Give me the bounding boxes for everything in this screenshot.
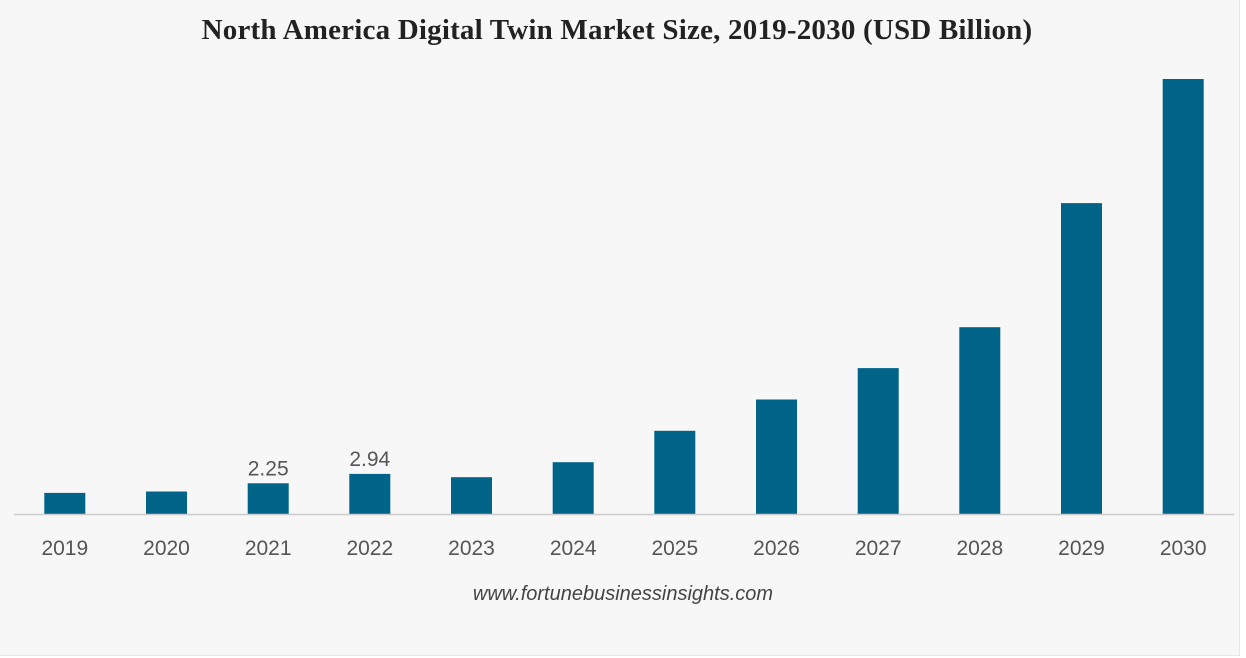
source-credit: www.fortunebusinessinsights.com (472, 583, 774, 605)
x-tick-label-2028: 2028 (956, 537, 1003, 560)
bar-2021 (247, 483, 289, 514)
x-tick-label-2026: 2026 (753, 537, 800, 560)
x-tick-labels: 2019 2020 2021 2022 2023 2024 2025 2026 2027 2028… (41, 537, 1206, 560)
bar-2029 (1061, 203, 1102, 514)
x-tick-label-2022: 2022 (346, 537, 393, 560)
x-tick-label-2027: 2027 (855, 537, 902, 560)
bar-2022 (349, 473, 391, 514)
bar-2025 (654, 430, 696, 514)
bars-layer (44, 79, 1204, 514)
data-label-2022: 2.94 (349, 448, 390, 471)
x-tick-label-2021: 2021 (245, 537, 292, 560)
chart-title: North America Digital Twin Market Size, … (201, 14, 1033, 46)
x-tick-label-2024: 2024 (550, 537, 597, 560)
data-labels: 2.25 2.94 (248, 448, 391, 480)
x-tick-label-2025: 2025 (651, 537, 698, 560)
bar-2023 (451, 477, 492, 514)
bar-2028 (959, 327, 1001, 514)
bar-2027 (857, 368, 899, 514)
x-tick-label-2020: 2020 (143, 537, 190, 560)
x-tick-label-2023: 2023 (448, 537, 495, 560)
bar-2024 (552, 462, 594, 514)
x-tick-label-2029: 2029 (1058, 537, 1105, 560)
bar-chart: 2019 2020 2021 2022 2023 2024 2025 2026 2027 2028… (14, 79, 1234, 560)
data-label-2021: 2.25 (248, 457, 289, 480)
x-tick-label-2019: 2019 (41, 537, 88, 560)
bar-2019 (44, 492, 86, 514)
bar-2026 (756, 399, 797, 514)
bar-2030 (1162, 79, 1204, 514)
bar-2020 (146, 491, 187, 514)
x-tick-label-2030: 2030 (1160, 537, 1207, 560)
